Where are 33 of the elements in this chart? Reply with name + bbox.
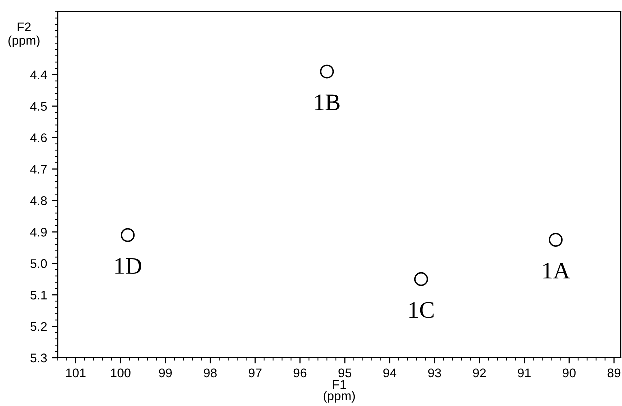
x-tick-label: 93 [428, 368, 442, 378]
annotation: 1D [116, 258, 142, 274]
x-tick-label: 89 [608, 368, 621, 378]
y-tick-label: 4.4 [30, 70, 48, 80]
x-tick-label: 99 [159, 368, 172, 378]
annotation: 1A [544, 263, 570, 279]
x-tick-label: 92 [473, 368, 486, 378]
y-tick-label: 5.0 [30, 259, 48, 268]
x-tick-label: 97 [249, 368, 262, 378]
x-tick-label: 96 [294, 368, 307, 378]
y-tick-label: 4.9 [30, 228, 47, 237]
y-tick-label: 4.7 [30, 165, 47, 174]
y-tick-label: 5.2 [30, 322, 47, 332]
x-tick-label: 100 [111, 368, 131, 378]
x-tick-label: 90 [563, 368, 576, 378]
annotation: 1B [315, 94, 340, 110]
x-tick-label: 98 [204, 368, 217, 378]
y-axis-title: F2 (ppm) [8, 22, 40, 48]
y-tick-label: 5.1 [30, 291, 47, 300]
y-tick-label: 4.8 [30, 196, 48, 206]
point [414, 272, 428, 286]
y-tick-label: 5.3 [30, 354, 48, 363]
point [121, 228, 135, 242]
y-tick-label: 4.5 [30, 102, 48, 112]
x-axis-title: F1 (ppm) [324, 380, 356, 403]
x-tick-label: 101 [66, 368, 86, 378]
x-tick-label: 91 [518, 368, 531, 378]
point [320, 64, 334, 79]
point [549, 233, 563, 247]
annotation: 1C [410, 302, 434, 318]
x-tick-label: 95 [338, 368, 352, 378]
y-tick-label: 4.6 [30, 134, 48, 142]
x-tick-label: 94 [384, 368, 397, 378]
